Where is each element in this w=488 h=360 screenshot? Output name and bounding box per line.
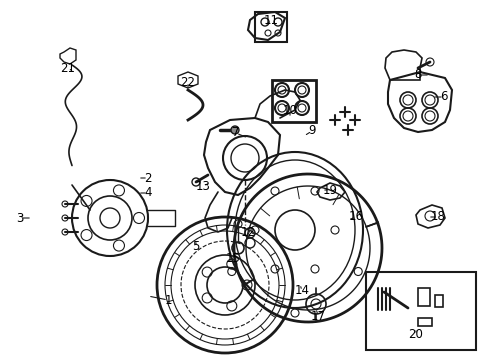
Text: 5: 5 [192, 240, 199, 253]
Text: 19: 19 [322, 184, 337, 197]
Text: 16: 16 [348, 211, 363, 224]
Text: 17: 17 [310, 310, 325, 323]
Text: 22: 22 [180, 76, 195, 89]
Text: 8: 8 [413, 68, 421, 81]
Text: 12: 12 [240, 226, 255, 239]
Text: 7: 7 [232, 126, 239, 139]
Text: 3: 3 [16, 211, 23, 225]
Bar [417, 288, 429, 306]
Text: 15: 15 [225, 252, 240, 265]
Bar [434, 295, 442, 307]
Text: 20: 20 [408, 328, 423, 342]
Text: 2: 2 [144, 171, 151, 184]
Bar [417, 318, 431, 326]
Text: 9: 9 [307, 125, 315, 138]
Text: 14: 14 [294, 284, 309, 297]
Text: 13: 13 [195, 180, 210, 193]
Text: 21: 21 [61, 62, 75, 75]
Text: 6: 6 [439, 90, 447, 104]
Bar [365, 272, 475, 350]
Text: 11: 11 [263, 13, 278, 27]
Bar [271, 80, 315, 122]
Text: 10: 10 [282, 104, 297, 117]
Circle shape [230, 126, 239, 134]
Bar [254, 12, 286, 42]
Text: 18: 18 [429, 211, 445, 224]
Text: 1: 1 [164, 293, 171, 306]
Text: 4: 4 [144, 186, 151, 199]
